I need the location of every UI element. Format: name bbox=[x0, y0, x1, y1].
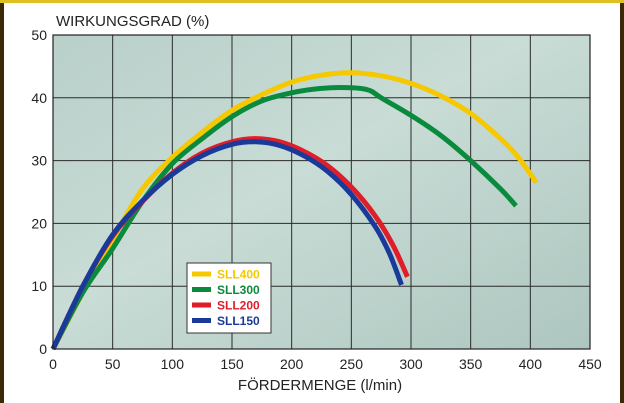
frame-right-border bbox=[620, 0, 624, 403]
x-tick-labels: 0 50 100 150 200 250 300 350 400 450 bbox=[49, 356, 602, 372]
curve-sll400 bbox=[50, 70, 539, 351]
x-axis-title: FÖRDERMENGE (l/min) bbox=[238, 376, 402, 394]
x-tick-label-6: 300 bbox=[399, 356, 423, 372]
x-tick-label-9: 450 bbox=[578, 356, 602, 372]
x-tick-label-3: 150 bbox=[220, 356, 244, 372]
x-tick-label-8: 400 bbox=[519, 356, 543, 372]
y-tick-labels: 0 10 20 30 40 50 bbox=[31, 27, 47, 357]
plot-border bbox=[52, 34, 591, 350]
frame-top-border bbox=[0, 0, 624, 3]
legend-label-sll400: SLL400 bbox=[217, 268, 260, 282]
y-tick-label-2: 20 bbox=[31, 215, 47, 231]
curve-sll150 bbox=[50, 139, 404, 351]
y-tick-label-3: 30 bbox=[31, 153, 47, 169]
x-tick-label-0: 0 bbox=[49, 356, 57, 372]
y-tick-label-5: 50 bbox=[31, 27, 47, 43]
plot-area bbox=[53, 35, 590, 349]
curves bbox=[50, 70, 539, 351]
legend-label-sll300: SLL300 bbox=[217, 283, 260, 297]
y-axis-title: WIRKUNGSGRAD (%) bbox=[56, 13, 209, 30]
y-tick-label-4: 40 bbox=[31, 90, 47, 106]
y-tick-label-0: 0 bbox=[39, 341, 47, 357]
x-tick-label-1: 50 bbox=[105, 356, 121, 372]
x-tick-label-4: 200 bbox=[280, 356, 304, 372]
legend-label-sll150: SLL150 bbox=[217, 314, 260, 328]
x-tick-label-5: 250 bbox=[340, 356, 364, 372]
x-tick-label-2: 100 bbox=[161, 356, 185, 372]
frame-left-border bbox=[0, 0, 4, 403]
x-tick-label-7: 350 bbox=[459, 356, 483, 372]
legend-label-sll200: SLL200 bbox=[217, 299, 260, 313]
y-tick-label-1: 10 bbox=[31, 278, 47, 294]
